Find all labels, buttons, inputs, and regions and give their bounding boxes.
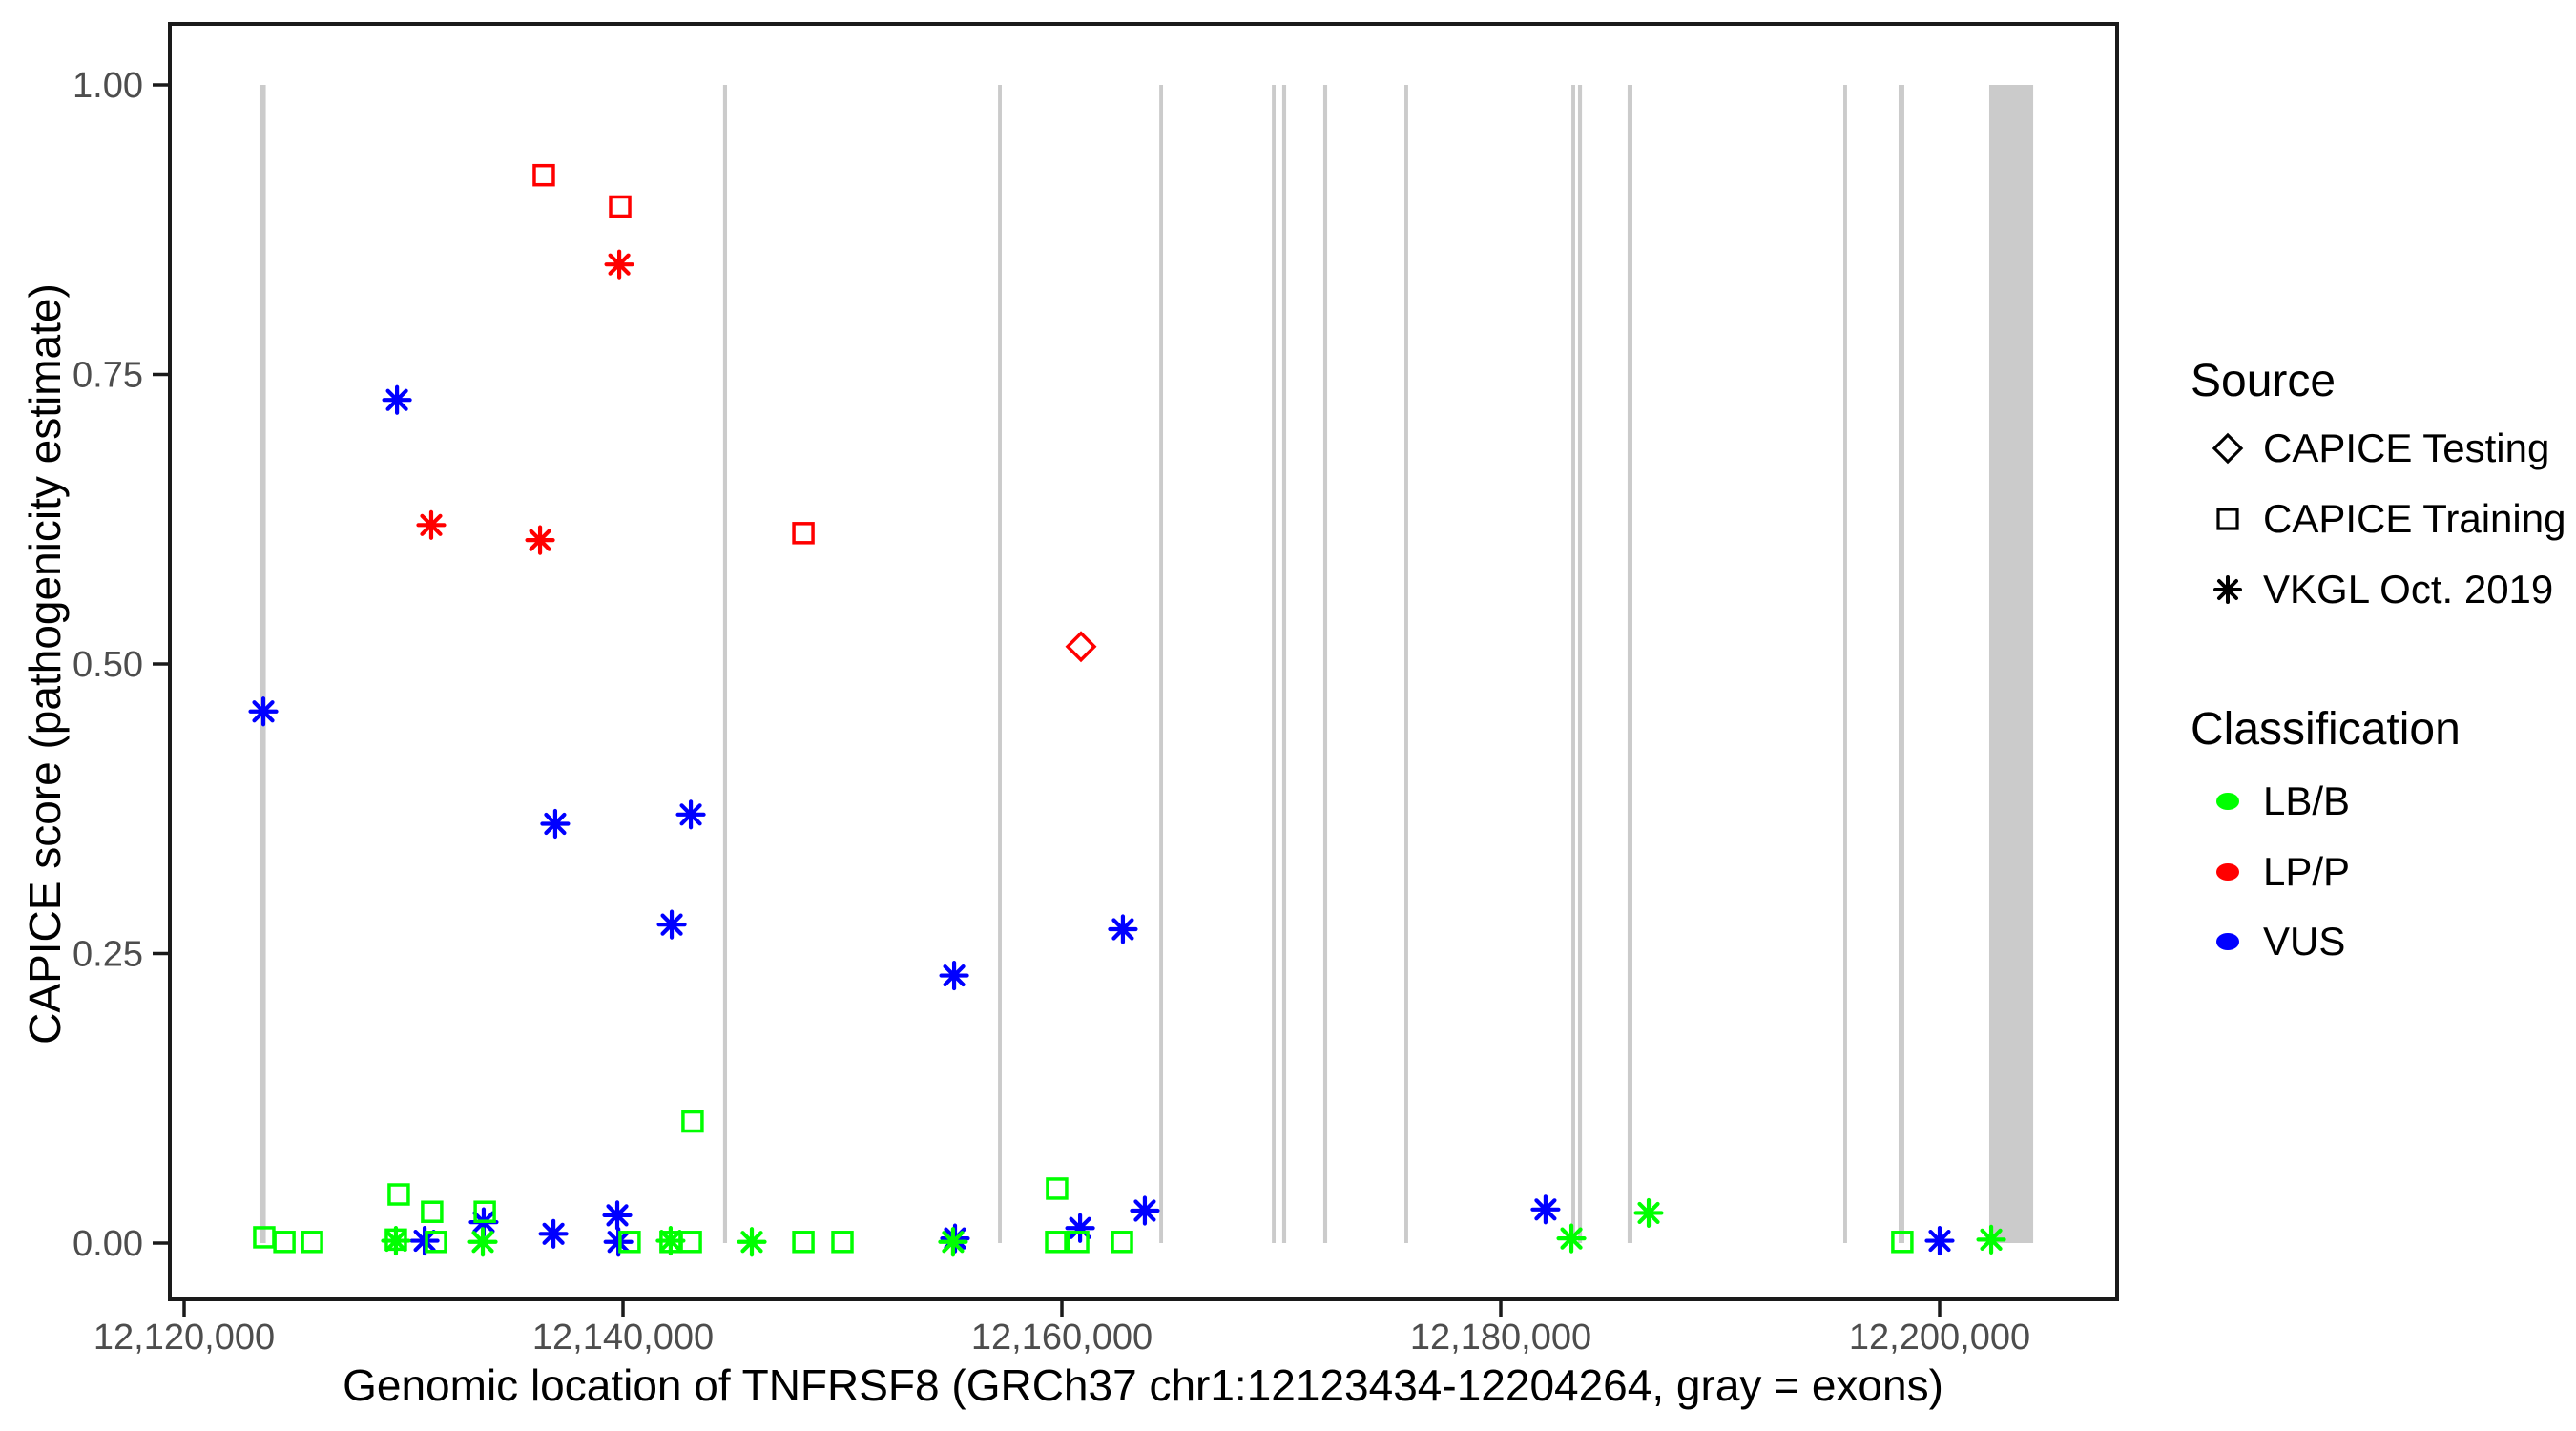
data-point-square bbox=[792, 1231, 815, 1254]
data-point-square bbox=[609, 195, 632, 218]
x-tick-label: 12,140,000 bbox=[532, 1317, 714, 1358]
data-point-asterisk bbox=[540, 808, 571, 840]
data-point-asterisk bbox=[525, 525, 555, 555]
green-dot-icon bbox=[2216, 793, 2239, 810]
data-point-square bbox=[473, 1200, 496, 1223]
exon-region bbox=[1322, 85, 1328, 1243]
x-tick-label: 12,200,000 bbox=[1849, 1317, 2030, 1358]
data-point-square bbox=[618, 1231, 641, 1254]
legend-item-lpp: LP/P bbox=[2204, 841, 2350, 902]
data-point-square bbox=[681, 1110, 704, 1133]
data-point-asterisk bbox=[1065, 1213, 1095, 1243]
data-point-square bbox=[273, 1231, 296, 1254]
x-tick-label: 12,160,000 bbox=[971, 1317, 1153, 1358]
blue-dot-icon bbox=[2216, 933, 2239, 950]
legend-item-lbb: LB/B bbox=[2204, 771, 2350, 832]
data-point-asterisk bbox=[248, 696, 279, 727]
data-point-square bbox=[831, 1231, 854, 1254]
data-point-square bbox=[1111, 1231, 1133, 1254]
data-point-asterisk bbox=[381, 1225, 411, 1256]
exon-region bbox=[1898, 85, 1904, 1243]
asterisk-icon bbox=[2213, 575, 2242, 604]
y-tick-label: 0.50 bbox=[73, 645, 143, 685]
data-point-asterisk bbox=[416, 509, 447, 540]
legend-item-vkgl: VKGL Oct. 2019 bbox=[2204, 559, 2553, 620]
exon-region bbox=[1577, 85, 1583, 1243]
data-point-asterisk bbox=[675, 799, 706, 830]
data-point-square bbox=[1891, 1231, 1914, 1254]
y-axis-title: CAPICE score (pathogenicity estimate) bbox=[20, 283, 70, 1045]
exon-region bbox=[998, 85, 1002, 1243]
legend-item-capice-testing: CAPICE Testing bbox=[2204, 418, 2549, 479]
data-point-square bbox=[425, 1231, 447, 1254]
data-point-asterisk bbox=[1108, 914, 1138, 944]
data-point-square bbox=[1067, 1231, 1090, 1254]
data-point-square bbox=[421, 1200, 444, 1223]
red-dot-icon bbox=[2216, 863, 2239, 881]
exon-region bbox=[1281, 85, 1287, 1243]
x-tick-label: 12,120,000 bbox=[93, 1317, 275, 1358]
legend-item-capice-training: CAPICE Training bbox=[2204, 488, 2566, 550]
data-point-asterisk bbox=[382, 384, 412, 415]
square-icon bbox=[2216, 508, 2239, 530]
legend-item-label: CAPICE Testing bbox=[2263, 425, 2550, 470]
data-point-asterisk bbox=[602, 1200, 633, 1231]
legend-item-label: VKGL Oct. 2019 bbox=[2263, 567, 2554, 612]
legend-item-label: LP/P bbox=[2263, 849, 2351, 894]
x-tick-label: 12,180,000 bbox=[1410, 1317, 1591, 1358]
diamond-icon bbox=[2212, 432, 2244, 465]
exon-region bbox=[259, 85, 266, 1243]
y-tick-label: 0.25 bbox=[73, 935, 143, 975]
data-point-asterisk bbox=[1556, 1223, 1587, 1254]
data-point-asterisk bbox=[737, 1227, 767, 1257]
legend-classification-title: Classification bbox=[2191, 704, 2461, 755]
data-point-diamond bbox=[1065, 631, 1097, 663]
data-point-asterisk bbox=[467, 1227, 498, 1257]
y-tick-label: 0.75 bbox=[73, 356, 143, 396]
exon-region bbox=[1404, 85, 1408, 1243]
exon-region bbox=[1571, 85, 1575, 1243]
panel-border bbox=[168, 22, 2119, 1301]
legend-item-vus: VUS bbox=[2204, 911, 2345, 972]
data-point-asterisk bbox=[604, 249, 634, 280]
legend: Source CAPICE Testing CAPICE Training VK… bbox=[2185, 0, 2576, 1431]
y-tick-label: 0.00 bbox=[73, 1224, 143, 1264]
y-tick-label: 1.00 bbox=[73, 66, 143, 106]
exon-region bbox=[1159, 85, 1164, 1243]
data-point-asterisk bbox=[656, 909, 687, 940]
data-point-square bbox=[1046, 1177, 1069, 1200]
data-point-asterisk bbox=[1633, 1197, 1664, 1229]
legend-item-label: CAPICE Training bbox=[2263, 496, 2566, 541]
data-point-asterisk bbox=[939, 960, 969, 991]
exon-region bbox=[1843, 85, 1847, 1243]
data-point-asterisk bbox=[1924, 1225, 1955, 1256]
data-point-asterisk bbox=[938, 1227, 968, 1257]
exon-region bbox=[1272, 85, 1277, 1243]
data-point-asterisk bbox=[1530, 1194, 1561, 1225]
exon-region bbox=[722, 85, 728, 1243]
legend-source-title: Source bbox=[2191, 356, 2337, 406]
legend-item-label: LB/B bbox=[2263, 778, 2351, 823]
data-point-asterisk bbox=[409, 1225, 440, 1256]
data-point-asterisk bbox=[655, 1225, 686, 1256]
data-point-square bbox=[1045, 1231, 1068, 1254]
data-point-square bbox=[532, 163, 555, 187]
data-point-asterisk bbox=[1130, 1195, 1160, 1226]
data-point-square bbox=[387, 1183, 410, 1206]
data-point-asterisk bbox=[1976, 1224, 2006, 1255]
exon-region bbox=[1627, 85, 1632, 1243]
data-point-asterisk bbox=[538, 1218, 569, 1249]
x-axis-title: Genomic location of TNFRSF8 (GRCh37 chr1… bbox=[343, 1360, 1943, 1410]
exon-region bbox=[1988, 85, 2034, 1243]
legend-item-label: VUS bbox=[2263, 919, 2346, 964]
data-point-square bbox=[792, 522, 815, 545]
data-point-square bbox=[301, 1231, 323, 1254]
